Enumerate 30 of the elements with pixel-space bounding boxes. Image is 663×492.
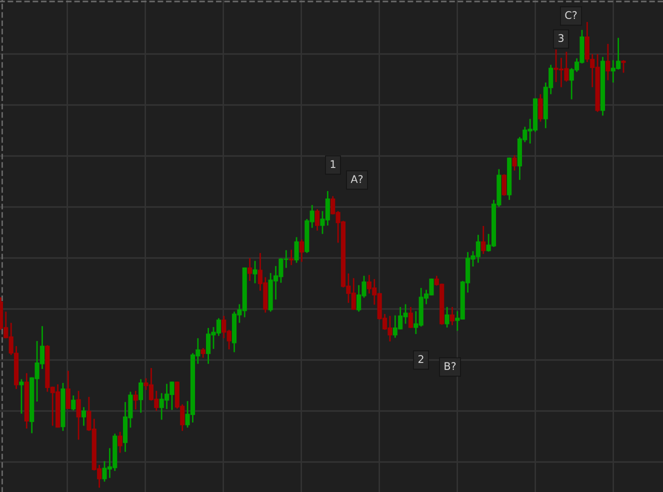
candlestick (299, 238, 304, 263)
candlestick (502, 174, 506, 196)
candlestick (289, 249, 294, 266)
candlestick (76, 390, 81, 440)
candlestick (450, 306, 455, 326)
candlestick (133, 390, 138, 410)
candlestick (621, 59, 626, 74)
candlestick (444, 306, 450, 328)
annotation: 3 (558, 34, 564, 42)
candlestick (118, 431, 122, 454)
annotation: 2 (418, 355, 424, 363)
candlestick (315, 208, 320, 232)
candlestick (81, 406, 86, 426)
candlestick (66, 370, 70, 410)
candlestick (606, 43, 610, 81)
candlestick (481, 225, 486, 255)
candlestick (294, 236, 299, 264)
candlestick (512, 154, 517, 172)
annotation: B? (444, 362, 456, 370)
text: C? (565, 11, 577, 20)
candlestick (200, 347, 206, 358)
annotation: 1 (330, 160, 336, 168)
candlestick (538, 93, 543, 122)
candlestick (19, 378, 24, 414)
candlestick (71, 394, 76, 412)
candlestick (408, 306, 413, 329)
annotation: A? (350, 175, 363, 183)
candlestick (248, 257, 252, 282)
candlestick (138, 378, 144, 414)
candlestick (252, 260, 258, 284)
